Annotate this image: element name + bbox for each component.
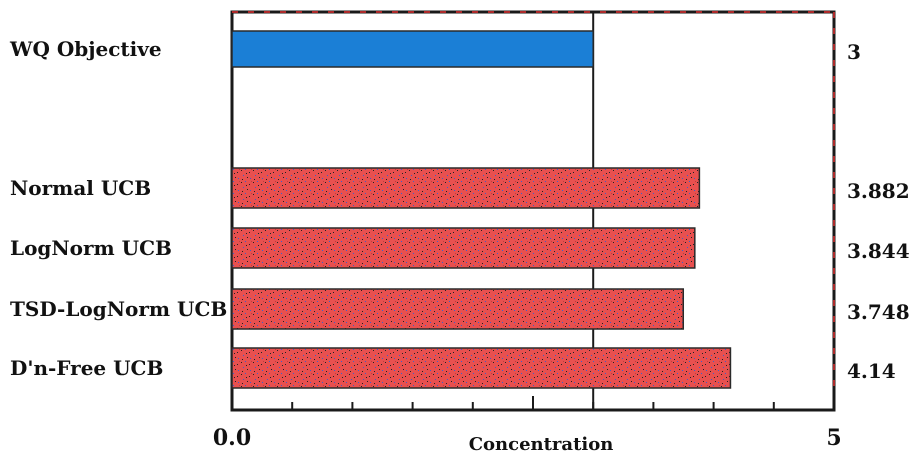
bar-0 [231, 30, 594, 68]
value-label-0: 3 [847, 40, 861, 64]
category-label-2: Normal UCB [10, 176, 151, 200]
value-label-3: 3.844 [847, 239, 909, 263]
value-label-4: 3.748 [847, 300, 909, 324]
bar-3 [231, 227, 696, 269]
category-labels-group: WQ Objective Normal UCB LogNorm UCB TSD-Log… [9, 37, 227, 380]
category-label-3: LogNorm UCB [10, 236, 172, 260]
value-labels-group: 3 3.882 3.844 3.748 4.14 [847, 40, 909, 383]
value-label-5: 4.14 [847, 359, 896, 383]
x-axis-title: Concentration [469, 434, 614, 455]
x-tick-label-0: 0.0 [213, 425, 251, 451]
bar-5 [231, 347, 732, 389]
bar-4 [231, 288, 685, 330]
category-label-0: WQ Objective [9, 37, 162, 61]
value-label-2: 3.882 [847, 179, 909, 203]
x-tick-label-1: 5 [826, 425, 841, 451]
bar-2 [231, 167, 701, 209]
x-ticks-group [231, 396, 835, 410]
category-label-5: D'n-Free UCB [10, 356, 163, 380]
category-label-4: TSD-LogNorm UCB [10, 297, 227, 321]
x-tick-labels-group: 0.0 5 [213, 425, 842, 451]
bars-group [231, 30, 732, 389]
